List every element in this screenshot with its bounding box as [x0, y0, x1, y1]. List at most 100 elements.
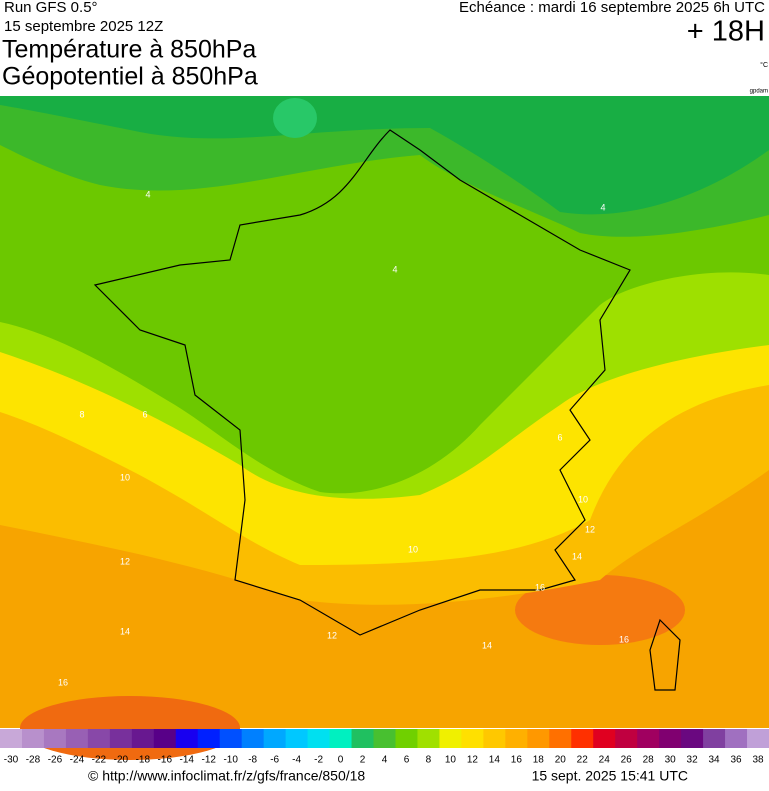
legend-label: 12 [467, 755, 479, 766]
field [273, 98, 317, 138]
legend-swatch [593, 729, 616, 748]
legend-swatch [615, 729, 638, 748]
legend-label: -20 [114, 755, 129, 766]
legend-label: -8 [248, 755, 257, 766]
legend-label: 6 [404, 755, 410, 766]
legend-swatch [65, 729, 89, 748]
legend-swatch [329, 729, 353, 748]
legend-label: -28 [26, 755, 41, 766]
legend-label: -14 [180, 755, 195, 766]
field [515, 575, 685, 645]
legend-label: 34 [709, 755, 721, 766]
map: 4 4 4 6 8 10 12 14 16 6 10 12 14 16 10 12 14 16 [0, 96, 769, 760]
contour-label: 4 [145, 189, 150, 199]
legend-swatch [505, 729, 528, 748]
legend-swatch [197, 729, 221, 748]
contour-label: 16 [619, 634, 629, 644]
contour-label: 14 [120, 626, 130, 636]
contour-label: 8 [79, 409, 84, 419]
legend-swatch [21, 729, 45, 748]
legend-label: 36 [730, 755, 742, 766]
legend-label: 26 [621, 755, 633, 766]
contour-label: 14 [572, 551, 582, 561]
unit: gpdam [750, 89, 768, 95]
legend-swatch [571, 729, 594, 748]
legend-label: 18 [533, 755, 545, 766]
contour-label: 14 [482, 640, 492, 650]
contour-label: 16 [58, 677, 68, 687]
legend-label: 32 [687, 755, 699, 766]
contour-label: 6 [142, 409, 147, 419]
legend-swatch [747, 729, 769, 748]
footer-time: 15 sept. 2025 15:41 UTC [532, 768, 688, 784]
legend-swatch [219, 729, 243, 748]
legend-swatch [659, 729, 682, 748]
legend-swatch [681, 729, 704, 748]
legend-label: -26 [48, 755, 63, 766]
legend-swatch [351, 729, 375, 748]
run-date: 15 septembre 2025 12Z [4, 18, 163, 35]
contour-label: 12 [120, 556, 130, 566]
legend-swatch [285, 729, 309, 748]
legend-label: -24 [70, 755, 85, 766]
coastline [93, 129, 631, 636]
legend-swatch [241, 729, 265, 748]
legend-label: 22 [577, 755, 589, 766]
contour-label: 6 [557, 432, 562, 442]
legend-swatch [307, 729, 331, 748]
title: Température à 850hPa [2, 36, 256, 64]
legend: -30 -28 -26 -24 -22 -20 -18 -16 -14 -12 -10 -8 -6 -4-… [0, 729, 769, 766]
field [20, 696, 240, 760]
legend-swatch [43, 729, 67, 748]
legend-label: -10 [223, 755, 238, 766]
contour-label: 16 [535, 582, 545, 592]
legend-label: 30 [665, 755, 677, 766]
legend-swatch [131, 729, 155, 748]
legend-swatch [461, 729, 484, 748]
contour-label: 10 [408, 544, 418, 554]
legend-label: 28 [643, 755, 655, 766]
legend-label: -12 [202, 755, 217, 766]
legend-label: -30 [4, 755, 19, 766]
field [0, 96, 769, 215]
legend-label: -16 [158, 755, 173, 766]
legend-label: 38 [752, 755, 764, 766]
legend-swatch [549, 729, 572, 748]
legend-label: -4 [292, 755, 301, 766]
contour-label: 10 [120, 472, 130, 482]
contour-label: 4 [392, 264, 397, 274]
contour-label: 10 [578, 494, 588, 504]
legend-swatch [87, 729, 111, 748]
legend-swatch [153, 729, 177, 748]
legend-swatch [483, 729, 506, 748]
legend-label: -6 [270, 755, 279, 766]
legend-label: 16 [511, 755, 523, 766]
footer-url: © http://www.infoclimat.fr/z/gfs/france/… [88, 768, 365, 784]
legend-label: 8 [426, 755, 432, 766]
legend-swatch [527, 729, 550, 748]
legend-label: 2 [360, 755, 366, 766]
legend-swatch [703, 729, 726, 748]
legend-label: 14 [489, 755, 501, 766]
coastline [649, 618, 681, 691]
legend-swatch [263, 729, 287, 748]
legend-swatch [637, 729, 660, 748]
forecast-time: Echéance : mardi 16 septembre 2025 6h UT… [459, 0, 765, 16]
contour-label: 4 [600, 202, 605, 212]
legend-swatch [373, 729, 396, 748]
legend-swatch [175, 729, 199, 748]
legend-label: -18 [136, 755, 151, 766]
legend-swatch [439, 729, 462, 748]
legend-label: 10 [445, 755, 457, 766]
legend-label: 24 [599, 755, 611, 766]
legend-label: -22 [92, 755, 107, 766]
legend-swatch [0, 729, 23, 748]
legend-label: -2 [314, 755, 323, 766]
run: Run GFS 0.5° [4, 0, 98, 16]
legend-label: 0 [338, 755, 344, 766]
legend-swatch [725, 729, 748, 748]
unit: °C [760, 61, 768, 69]
legend-label: 4 [382, 755, 388, 766]
legend-swatch [109, 729, 133, 748]
